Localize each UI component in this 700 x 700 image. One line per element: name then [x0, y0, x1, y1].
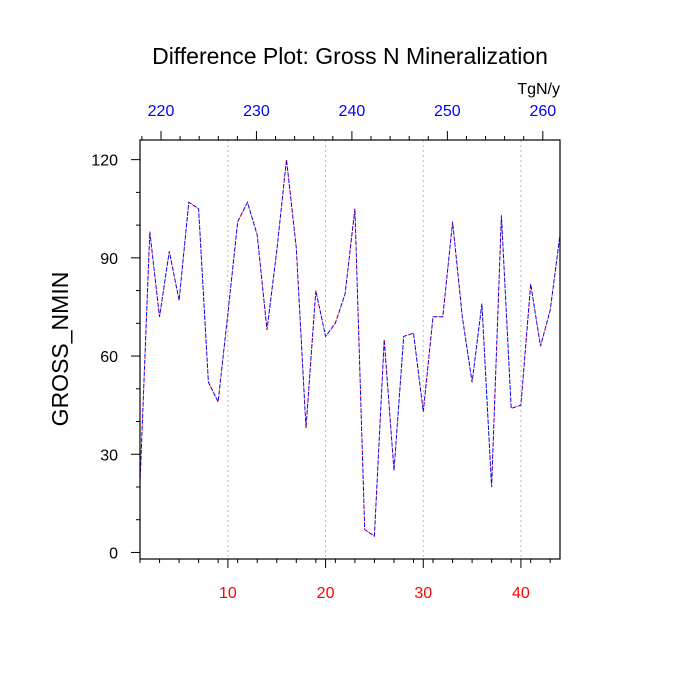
- grid-lines: [227, 140, 522, 559]
- y-tick-label: 0: [109, 545, 118, 562]
- x-tick-label: 10: [219, 585, 237, 602]
- chart-title: Difference Plot: Gross N Mineralization: [152, 43, 548, 69]
- plot-frame: [139, 139, 561, 560]
- y-tick-label: 120: [91, 153, 118, 170]
- top-x-tick-label: 230: [243, 103, 270, 120]
- series-group: [139, 159, 561, 538]
- top-x-tick-label: 260: [529, 103, 556, 120]
- top-axis-units: TgN/y: [517, 81, 560, 98]
- axes-group: 10 20 30 40 220 230 240 250 260 0 30 60 90 120: [91, 103, 556, 602]
- y-tick-label: 60: [100, 349, 118, 366]
- x-tick-label: 20: [317, 585, 335, 602]
- x-tick-label: 40: [512, 585, 530, 602]
- top-x-tick-label: 250: [434, 103, 461, 120]
- x-tick-label: 30: [414, 585, 432, 602]
- y-tick-label: 90: [100, 251, 118, 268]
- y-axis-label: GROSS_NMIN: [47, 272, 73, 427]
- y-tick-label: 30: [100, 447, 118, 464]
- top-x-tick-label: 220: [148, 103, 175, 120]
- top-x-tick-label: 240: [339, 103, 366, 120]
- series-line-1: [139, 159, 561, 538]
